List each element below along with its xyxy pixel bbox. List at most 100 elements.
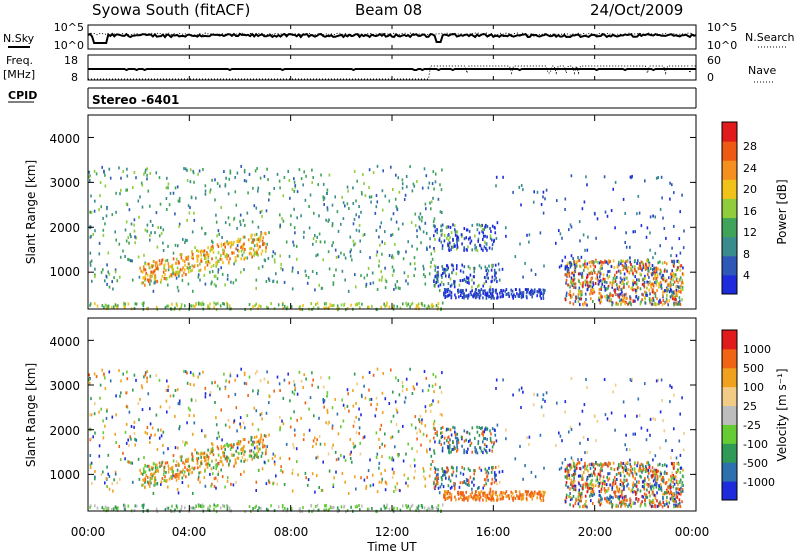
data-cell: [413, 476, 415, 480]
data-cell: [647, 282, 650, 286]
data-cell: [531, 497, 533, 501]
noise-sky-line: [87, 32, 697, 44]
data-cell: [680, 492, 682, 496]
data-cell: [114, 432, 116, 436]
data-cell: [626, 484, 628, 488]
data-cell: [580, 499, 582, 503]
data-cell: [302, 304, 304, 308]
data-cell: [181, 476, 184, 480]
data-cell: [627, 482, 629, 486]
data-cell: [465, 294, 467, 298]
data-cell: [135, 302, 138, 306]
data-cell: [477, 285, 479, 288]
data-cell: [116, 306, 119, 310]
data-cell: [381, 477, 383, 481]
data-cell: [673, 505, 675, 509]
data-cell: [196, 451, 198, 455]
data-cell: [644, 267, 647, 271]
data-cell: [465, 275, 468, 279]
data-cell: [185, 475, 187, 479]
data-cell: [186, 168, 188, 172]
data-cell: [612, 279, 614, 283]
data-cell: [358, 215, 360, 219]
data-cell: [528, 240, 530, 244]
data-cell: [485, 269, 487, 272]
data-cell: [188, 211, 191, 215]
data-cell: [536, 393, 539, 397]
data-cell: [224, 457, 227, 461]
data-cell: [221, 475, 224, 479]
data-cell: [211, 443, 214, 447]
data-cell: [676, 285, 678, 288]
data-cell: [575, 498, 577, 502]
data-cell: [192, 289, 194, 293]
data-cell: [104, 481, 106, 485]
data-cell: [360, 210, 362, 214]
data-cell: [495, 276, 497, 280]
data-cell: [397, 429, 400, 433]
data-cell: [643, 290, 646, 294]
data-cell: [672, 476, 675, 480]
data-cell: [471, 278, 473, 282]
power-cbar-tick-16: 16: [743, 205, 757, 218]
data-cell: [296, 216, 298, 220]
data-cell: [579, 282, 582, 286]
data-cell: [626, 498, 628, 502]
data-cell: [441, 223, 444, 227]
data-cell: [94, 275, 96, 279]
data-cell: [446, 427, 448, 431]
data-cell: [124, 430, 127, 434]
data-cell: [667, 303, 669, 307]
data-cell: [145, 271, 147, 275]
data-cell: [432, 422, 435, 426]
data-cell: [676, 468, 679, 472]
data-cell: [324, 240, 326, 244]
data-cell: [662, 293, 664, 297]
data-cell: [604, 260, 607, 264]
data-cell: [368, 507, 370, 511]
data-cell: [444, 470, 446, 474]
data-cell: [156, 264, 159, 268]
data-cell: [582, 263, 584, 267]
data-cell: [597, 484, 600, 488]
data-cell: [255, 302, 257, 306]
data-cell: [673, 301, 675, 305]
data-cell: [648, 297, 651, 300]
data-cell: [404, 193, 407, 197]
data-cell: [636, 262, 638, 265]
data-cell: [94, 302, 96, 306]
data-cell: [645, 293, 647, 297]
data-cell: [176, 304, 178, 308]
data-cell: [492, 288, 494, 292]
freq-line: [88, 68, 696, 72]
data-cell: [89, 505, 91, 509]
data-cell: [143, 276, 145, 280]
data-cell: [581, 474, 584, 477]
data-cell: [384, 480, 387, 484]
data-cell: [607, 259, 610, 263]
data-cell: [172, 272, 175, 276]
data-cell: [237, 442, 240, 446]
data-cell: [141, 302, 144, 306]
data-cell: [437, 504, 440, 508]
data-cell: [391, 435, 394, 439]
data-cell: [432, 426, 435, 430]
data-cell: [607, 478, 609, 482]
data-cell: [505, 293, 508, 296]
data-cell: [614, 180, 617, 184]
data-cell: [375, 229, 378, 232]
data-cell: [669, 281, 672, 285]
data-cell: [305, 476, 307, 480]
data-cell: [505, 495, 508, 499]
data-cell: [593, 492, 596, 496]
data-cell: [358, 504, 360, 507]
data-cell: [654, 477, 656, 481]
data-cell: [406, 304, 408, 308]
data-cell: [569, 263, 571, 267]
data-cell: [211, 244, 214, 248]
data-cell: [649, 501, 651, 505]
data-cell: [490, 482, 493, 486]
data-cell: [635, 290, 637, 294]
data-cell: [678, 498, 681, 502]
data-cell: [233, 419, 236, 423]
